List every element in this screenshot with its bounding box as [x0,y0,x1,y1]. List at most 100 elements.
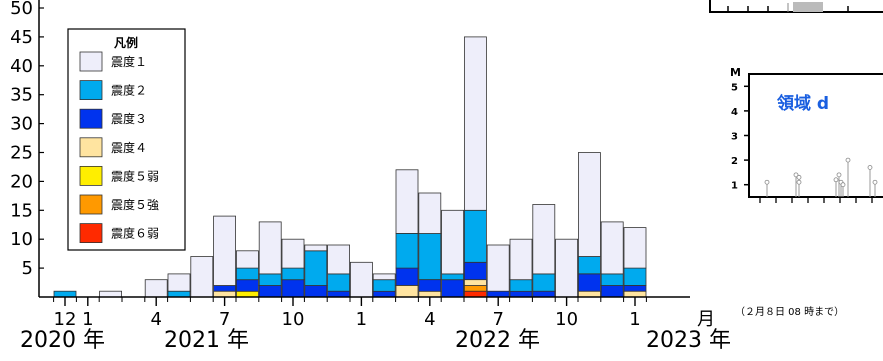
x-unit-label: 月 [697,309,715,330]
bar-2021-05-s6 [167,273,191,292]
bar-2022-06-s6 [463,36,487,211]
bar-2021-08-s2 [235,290,259,298]
bar-2021-10-s5 [281,267,305,281]
inset-y-label-4: 4 [731,107,738,118]
inset-title: 領域 d [777,93,829,114]
bar-2020-12-s5 [53,290,77,298]
bar-2022-11-s4 [578,273,601,292]
bar-2022-06-s4 [463,261,487,280]
bar-2022-08-s6 [509,238,533,281]
legend-label-3: 震度４ [111,140,147,155]
bar-2021-08-s4 [235,279,259,292]
inset-y-label-2: 2 [731,156,738,167]
bar-2022-02-s4 [372,290,396,298]
bar-2022-08-s4 [509,290,533,298]
x-tick-label-7: 7 [492,309,503,330]
y-tick-label-15: 15 [10,200,33,221]
bar-2022-09-s6 [532,204,556,275]
bar-2022-12-s4 [600,284,624,298]
bar-2022-12-s5 [600,273,624,286]
year-label-2023: 2023 年 [646,328,731,353]
inset-point-5 [836,172,842,178]
legend-label-2: 震度３ [111,111,147,126]
inset-point-10 [872,179,878,185]
inset-point-4 [833,177,839,183]
bar-2022-06-s0 [463,290,487,298]
bar-2022-02-s6 [372,273,396,281]
legend-title: 凡例 [114,35,138,50]
y-tick-label-30: 30 [10,114,33,135]
bar-2022-04-s5 [418,232,442,280]
bar-2021-12-s5 [327,273,351,292]
inset-frame [748,73,883,198]
bar-2021-07-s6 [213,215,237,286]
bar-2023-01-s5 [623,267,647,286]
bar-2021-07-s4 [213,284,237,292]
legend-label-5: 震度５強 [111,197,159,212]
x-tick-label-1: 1 [82,309,93,330]
bar-2022-12-s6 [600,221,624,275]
bar-2022-05-s5 [441,273,465,281]
bar-2022-01-s6 [349,261,373,298]
year-label-2021: 2021 年 [164,328,249,353]
y-tick-label-5: 5 [22,258,33,279]
bar-2022-10-s6 [555,238,578,298]
bar-2022-03-s5 [395,232,419,269]
inset-point-3 [796,179,802,185]
bar-2022-04-s3 [418,290,442,298]
bar-2021-05-s5 [167,290,191,298]
year-label-2020: 2020 年 [20,328,105,353]
bar-2021-11-s5 [304,250,328,286]
bar-2021-07-s3 [213,290,237,298]
bar-2022-09-s5 [532,273,556,292]
inset-top-partial [709,0,883,13]
legend-swatch-6 [79,223,103,244]
bar-2021-09-s6 [258,221,282,275]
y-tick-label-10: 10 [10,229,33,250]
inset-y-label-1: 1 [731,181,738,192]
bar-2022-02-s5 [372,279,396,292]
y-tick-label-50: 50 [10,0,33,19]
legend-swatch-3 [79,137,103,158]
legend-label-4: 震度５弱 [111,168,159,183]
bar-2022-07-s6 [486,244,510,292]
bar-2022-06-s3 [463,279,487,286]
bar-2021-06-s6 [190,256,214,298]
bar-2022-03-s6 [395,169,419,234]
year-label-2022: 2022 年 [455,328,540,353]
legend-swatch-2 [79,108,103,129]
bar-2021-09-s4 [258,284,282,298]
cutoff-note: （２月８日 08 時まで） [735,307,845,318]
bar-2022-04-s6 [418,192,442,234]
inset-ylabel: M [730,66,741,79]
bar-2022-03-s3 [395,284,419,298]
legend-swatch-4 [79,165,103,186]
inset-point-8 [845,157,851,163]
legend-label-1: 震度２ [111,83,147,98]
bar-2022-06-s1 [463,284,487,292]
bar-2022-04-s4 [418,279,442,292]
legend-swatch-5 [79,194,103,215]
bar-2021-12-s6 [327,244,351,275]
y-tick-label-45: 45 [10,27,33,48]
y-tick-label-25: 25 [10,143,33,164]
bar-2022-07-s4 [486,290,510,298]
x-tick-label-2: 4 [150,309,161,330]
y-tick-label-20: 20 [10,171,33,192]
bar-2021-04-s6 [144,279,168,298]
bar-2021-08-s5 [235,267,259,281]
bar-2021-12-s4 [327,290,351,298]
y-tick-label-40: 40 [10,56,33,77]
inset-point-7 [840,182,846,188]
bar-2021-08-s6 [235,250,259,269]
inset-point-1 [793,172,799,178]
bar-2021-11-s4 [304,284,328,298]
x-tick-label-3: 7 [219,309,230,330]
x-tick-label-6: 4 [424,309,435,330]
x-tick-label-4: 10 [282,309,305,330]
inset-y-label-3: 3 [731,132,738,143]
bar-2021-09-s5 [258,273,282,286]
x-tick-label-8: 10 [555,309,578,330]
